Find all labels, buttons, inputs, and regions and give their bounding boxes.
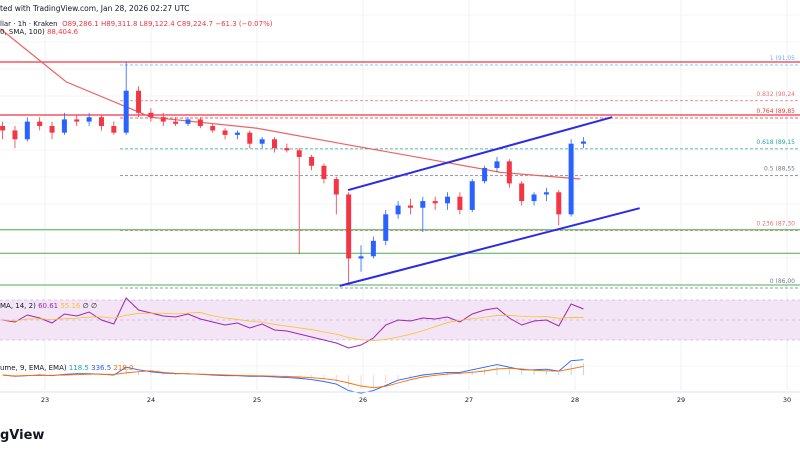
candle-body [506, 161, 512, 184]
tradingview-logo: gView [0, 428, 45, 443]
sma-value: 88,404.6 [46, 28, 79, 36]
rsi-ma-line [2, 312, 584, 342]
candle-body [531, 194, 537, 202]
candle-body [86, 117, 92, 122]
candle-body [321, 165, 327, 180]
candle-body [24, 121, 30, 140]
candle-body [197, 119, 203, 127]
candle-body [0, 126, 6, 131]
candle-body [185, 119, 191, 124]
rsi-label: MA, 14, 2) [0, 302, 36, 310]
candle-body [148, 112, 154, 118]
time-axis-tick: 27 [465, 396, 473, 404]
candle-body [210, 126, 216, 131]
candle-body [494, 161, 500, 168]
symbol-info: llar · 1h · Kraken O89,286.1 H89,311.8 L… [0, 20, 272, 28]
candle-body [445, 196, 451, 204]
macd-signal-value: 218.0 [113, 364, 134, 372]
candle-body [98, 117, 104, 127]
candle-body [123, 90, 129, 133]
candle-body [482, 167, 488, 182]
candle-body [222, 130, 228, 135]
ohlc-values: O89,286.1 H89,311.8 L89,122.4 C89,224.7 … [62, 20, 273, 28]
candle-body [272, 139, 278, 149]
fib-label: 1 (91,05 [770, 55, 795, 62]
time-axis-tick: 24 [147, 396, 155, 404]
rsi-extra: ∅ ∅ [82, 302, 98, 310]
candle-body [296, 150, 302, 157]
rsi-value: 60.61 [38, 302, 59, 310]
time-axis-tick: 26 [359, 396, 367, 404]
candle-body [173, 121, 179, 124]
candle-body [383, 214, 389, 241]
candle-body [370, 240, 376, 257]
candle-body [49, 126, 55, 133]
time-axis-tick: 29 [677, 396, 685, 404]
candle-body [346, 194, 352, 259]
candle-body [432, 201, 438, 204]
candle-body [358, 256, 364, 259]
candle-body [580, 141, 586, 144]
symbol-label: llar · 1h · Kraken [0, 20, 58, 28]
candle-body [519, 183, 525, 202]
candle-body [543, 192, 549, 195]
macd-hist-value: 118.5 [68, 364, 89, 372]
macd-label: ume, 9, EMA, EMA) [0, 364, 67, 372]
candle-body [111, 126, 117, 133]
candle-body [556, 192, 562, 215]
macd-legend: ume, 9, EMA, EMA) 118.5 336.5 218.0 [0, 364, 133, 372]
fib-label: 0 (86,00 [770, 278, 795, 285]
candle-body [284, 148, 290, 151]
rsi-line [2, 297, 584, 349]
candle-body [12, 130, 18, 140]
published-caption: ted with TradingView.com, Jan 28, 2026 0… [0, 4, 190, 13]
candle-body [309, 156, 315, 166]
candle-body [160, 117, 166, 122]
time-axis-tick: 25 [253, 396, 261, 404]
candle-body [247, 132, 253, 144]
candle-body [420, 201, 426, 208]
candle-body [61, 119, 67, 133]
fib-label: 0.764 (89,85 [756, 108, 795, 115]
macd-signal-line [2, 365, 584, 389]
candle-body [234, 132, 240, 135]
candle-body [74, 119, 80, 122]
fib-label: 0.5 (88,55 [764, 165, 795, 172]
fib-label: 0.832 (90,24 [756, 91, 795, 98]
candle-body [259, 139, 265, 144]
channel-trendline [347, 116, 613, 192]
rsi-ma-value: 55.16 [60, 302, 81, 310]
candle-body [37, 121, 43, 127]
candle-body [395, 205, 401, 215]
time-axis-tick: 30 [783, 396, 791, 404]
macd-value: 336.5 [91, 364, 112, 372]
rsi-legend: MA, 14, 2) 60.61 55.16 ∅ ∅ [0, 302, 97, 310]
channel-trendline [339, 207, 640, 287]
time-axis-tick: 28 [571, 396, 579, 404]
candle-body [333, 179, 339, 195]
fib-label: 0.618 (89,15 [756, 139, 795, 146]
candle-body [136, 90, 142, 113]
sma-label: 0, SMA, 100) [0, 28, 45, 36]
candle-body [457, 196, 463, 210]
candle-body [568, 143, 574, 215]
fib-label: 0.236 (87,30 [756, 221, 795, 228]
candle-body [469, 181, 475, 210]
candle-body [407, 205, 413, 208]
sma-line [0, 28, 581, 180]
time-axis-tick: 23 [41, 396, 49, 404]
sma-legend: 0, SMA, 100) 88,404.6 [0, 28, 78, 36]
